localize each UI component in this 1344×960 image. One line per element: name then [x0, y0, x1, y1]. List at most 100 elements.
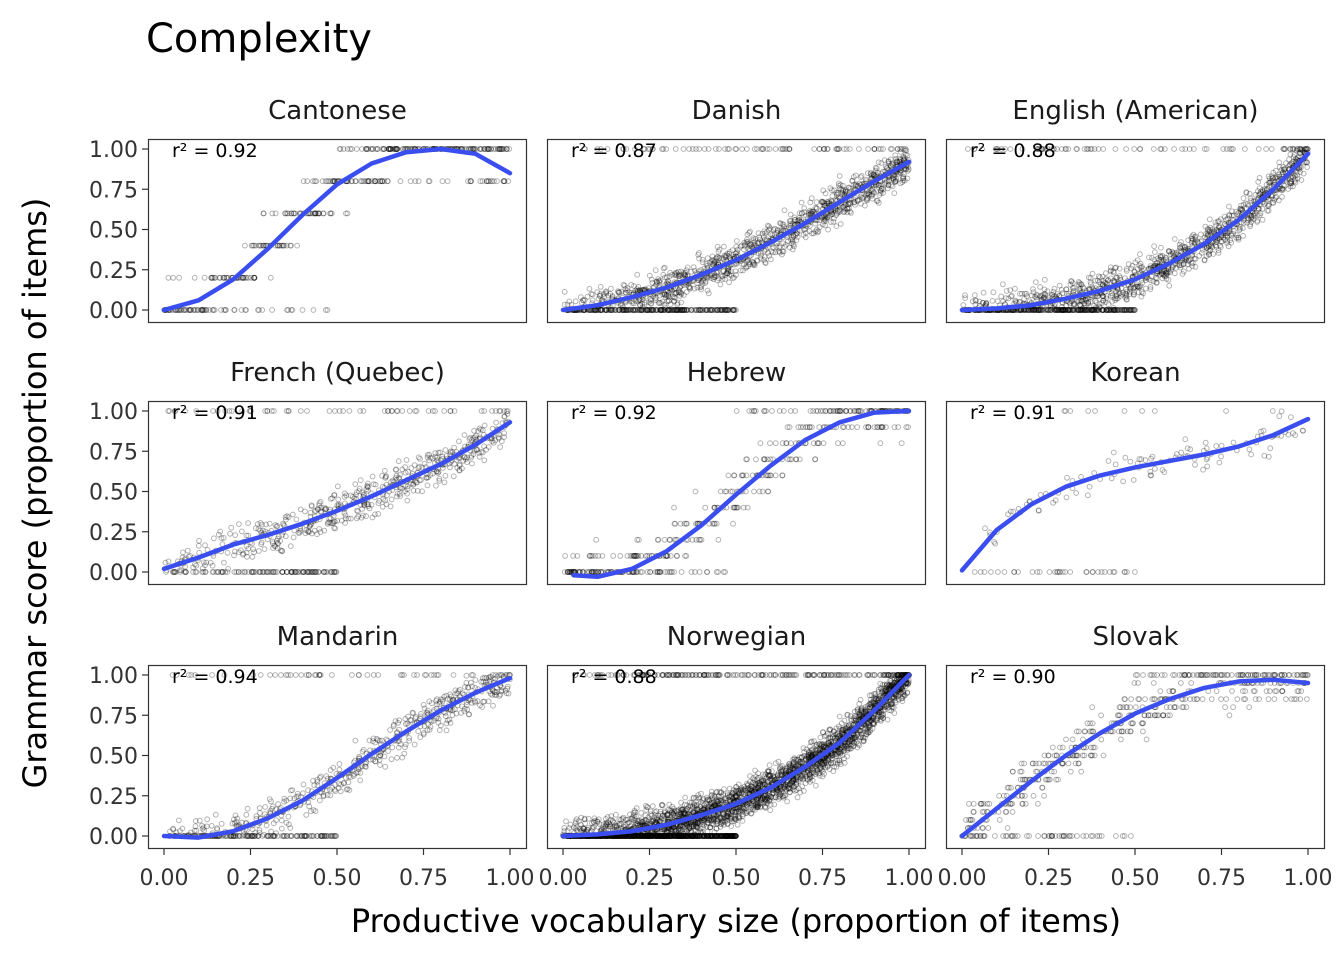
scatter-point — [348, 178, 355, 185]
scatter-point — [162, 559, 169, 566]
scatter-point — [649, 146, 656, 152]
scatter-point — [248, 274, 255, 281]
scatter-point — [863, 188, 870, 194]
scatter-point — [357, 178, 364, 185]
scatter-point — [601, 294, 607, 300]
scatter-point — [194, 307, 201, 313]
scatter-point — [406, 408, 413, 414]
scatter-point — [671, 504, 677, 511]
scatter-point — [702, 307, 709, 313]
scatter-point — [363, 146, 369, 152]
scatter-point — [635, 287, 641, 294]
scatter-point — [365, 178, 372, 185]
scatter-point — [439, 178, 446, 185]
scatter-point — [485, 146, 492, 152]
scatter-point — [703, 260, 710, 267]
scatter-point — [291, 210, 297, 217]
scatter-point — [292, 210, 299, 217]
scatter-point — [686, 284, 692, 290]
scatter-point — [724, 250, 731, 257]
scatter-point — [623, 307, 630, 313]
scatter-point — [274, 242, 281, 249]
scatter-point — [865, 146, 871, 152]
scatter-point — [688, 307, 695, 313]
scatter-point — [1213, 443, 1220, 449]
scatter-point — [399, 408, 406, 414]
scatter-point — [236, 521, 242, 527]
scatter-point — [676, 289, 682, 296]
scatter-point — [500, 178, 507, 185]
scatter-point — [667, 307, 674, 313]
scatter-point — [686, 146, 692, 152]
scatter-point — [763, 236, 770, 243]
scatter-point — [250, 546, 257, 553]
panel-french-quebec: French (Quebec)r² = 0.910.000.250.500.75… — [89, 358, 528, 586]
scatter-point — [381, 146, 388, 152]
scatter-point — [725, 472, 732, 479]
scatter-point — [885, 158, 892, 165]
scatter-point — [1152, 465, 1158, 472]
scatter-point — [499, 146, 505, 152]
scatter-point — [869, 191, 875, 198]
scatter-point — [252, 242, 259, 249]
scatter-point — [903, 147, 910, 154]
scatter-point — [310, 210, 316, 217]
scatter-point — [225, 566, 232, 572]
scatter-point — [893, 176, 899, 182]
scatter-point — [634, 307, 641, 313]
scatter-point — [372, 178, 379, 185]
scatter-point — [716, 275, 722, 282]
scatter-point — [352, 178, 359, 185]
scatter-point — [898, 440, 905, 447]
scatter-point — [770, 226, 777, 233]
scatter-point — [698, 286, 705, 293]
scatter-point — [365, 178, 372, 185]
scatter-point — [506, 146, 513, 152]
scatter-point — [764, 146, 770, 152]
scatter-point — [477, 178, 484, 185]
scatter-point — [696, 569, 703, 575]
scatter-point — [221, 274, 227, 281]
scatter-point — [589, 291, 596, 298]
scatter-point — [898, 146, 905, 152]
scatter-point — [756, 234, 762, 241]
scatter-point — [798, 199, 805, 206]
scatter-point — [842, 206, 849, 213]
scatter-point — [846, 146, 853, 152]
scatter-point — [347, 146, 354, 152]
scatter-point — [370, 146, 376, 152]
scatter-point — [1121, 408, 1128, 414]
scatter-point — [730, 307, 737, 313]
scatter-point — [441, 479, 448, 486]
scatter-point — [757, 236, 763, 243]
scatter-point — [665, 307, 672, 313]
scatter-point — [726, 146, 732, 152]
scatter-point — [220, 274, 227, 281]
scatter-point — [329, 672, 335, 678]
scatter-point — [988, 569, 994, 575]
scatter-point — [1032, 279, 1039, 286]
scatter-point — [221, 559, 227, 566]
scatter-point — [307, 210, 314, 217]
scatter-point — [717, 281, 724, 288]
scatter-point — [584, 293, 591, 300]
scatter-point — [498, 146, 505, 152]
scatter-point — [335, 496, 342, 503]
scatter-point — [326, 408, 333, 414]
scatter-point — [1089, 569, 1096, 575]
scatter-point — [673, 272, 680, 279]
scatter-point — [316, 210, 323, 217]
scatter-point — [216, 274, 223, 281]
scatter-point — [1005, 511, 1011, 518]
scatter-point — [290, 534, 297, 541]
scatter-point — [639, 300, 646, 307]
scatter-point — [210, 274, 216, 281]
scatter-point — [858, 192, 865, 198]
scatter-point — [637, 307, 643, 313]
r2-label-english-american: r² = 0.88 — [970, 140, 1056, 162]
scatter-point — [658, 307, 665, 313]
scatter-points-mandarin — [166, 672, 513, 839]
scatter-point — [703, 307, 709, 313]
scatter-point — [312, 210, 319, 217]
scatter-point — [636, 297, 643, 304]
